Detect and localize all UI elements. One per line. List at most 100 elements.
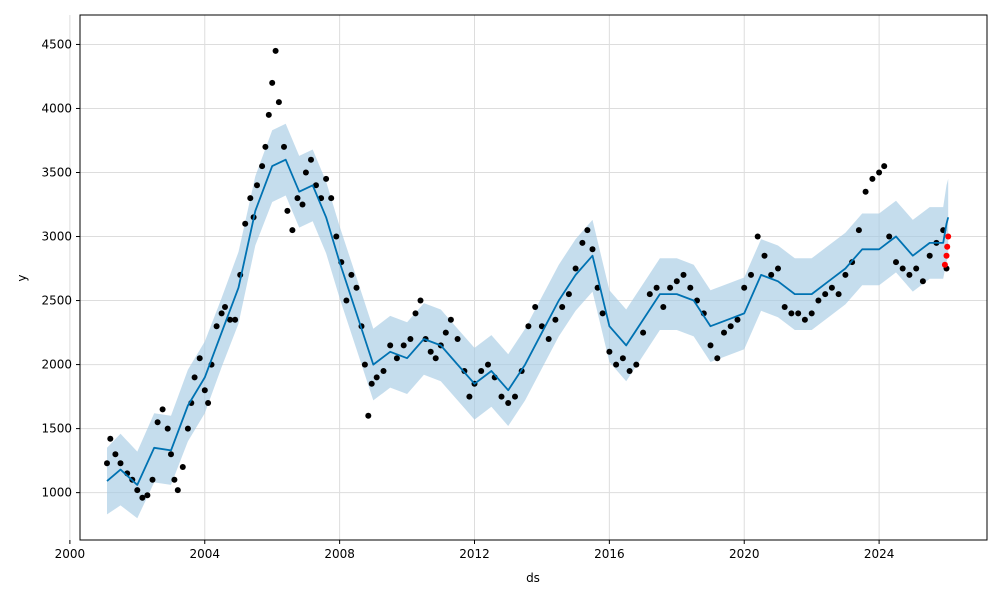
actual-point (154, 419, 161, 426)
actual-point (835, 291, 842, 298)
actual-point (721, 329, 727, 336)
actual-point (512, 393, 518, 400)
actual-point (164, 425, 171, 432)
actual-point (328, 195, 335, 202)
forecast-line (106, 158, 950, 486)
actual-point (242, 220, 249, 227)
actual-point (815, 297, 822, 304)
actual-point (348, 271, 355, 278)
actual-point (254, 182, 260, 189)
actual-point (412, 310, 419, 317)
actual-point (788, 310, 795, 317)
actual-point (272, 47, 279, 54)
y-tick-label: 4500 (41, 37, 72, 51)
actual-point (498, 393, 505, 400)
actual-point (373, 374, 380, 381)
actual-point (633, 361, 640, 368)
actual-point (660, 304, 667, 310)
actual-point (387, 342, 394, 349)
actual-point (869, 175, 876, 182)
actual-point (313, 182, 319, 189)
actual-point (808, 310, 815, 317)
actual-point (213, 323, 220, 330)
actual-point (447, 316, 454, 323)
actual-point (184, 425, 191, 432)
plot-frame (79, 14, 988, 541)
actual-point (139, 494, 146, 501)
actual-point (259, 163, 266, 170)
actual-point (552, 316, 559, 323)
actual-point (174, 487, 181, 494)
actual-point (333, 233, 340, 240)
actual-point (673, 278, 680, 285)
actual-point (294, 195, 301, 202)
y-tick-label: 3500 (41, 166, 72, 180)
actual-point (886, 233, 893, 240)
x-tick-label: 2020 (729, 547, 760, 561)
actual-point (584, 227, 591, 234)
actual-point (205, 400, 212, 406)
actual-point (117, 460, 124, 467)
actual-point (201, 387, 208, 394)
actual-point (606, 348, 613, 355)
actual-point (626, 368, 633, 374)
actual-points-layer (104, 47, 950, 501)
actual-point (262, 143, 269, 150)
actual-point (104, 460, 110, 467)
actual-point (579, 239, 586, 246)
actual-point (144, 492, 151, 499)
y-axis: 1000 1500 2000 2500 3000 3500 4000 4500 (41, 37, 80, 500)
actual-point (417, 297, 424, 304)
uncertainty-band (107, 123, 949, 519)
actual-point (159, 406, 166, 413)
actual-point (680, 271, 687, 278)
actual-point (149, 476, 156, 483)
actual-point (196, 355, 203, 362)
actual-point (842, 271, 849, 278)
actual-point (687, 284, 694, 291)
y-tick-label: 2500 (41, 294, 72, 308)
actual-point (134, 487, 141, 494)
actual-point (565, 291, 572, 298)
actual-point (442, 329, 449, 336)
y-tick-label: 1000 (41, 486, 72, 500)
actual-point (343, 297, 350, 304)
actual-point (393, 355, 400, 362)
actual-point (466, 393, 473, 400)
actual-point (400, 342, 407, 349)
actual-point (926, 252, 933, 259)
actual-point (653, 284, 660, 291)
actual-point (855, 227, 862, 234)
actual-point (525, 323, 532, 330)
actual-point (168, 451, 174, 458)
actual-point (427, 348, 434, 355)
actual-point (365, 412, 372, 419)
actual-point (646, 291, 653, 298)
y-tick-label: 3000 (41, 230, 72, 244)
x-tick-label: 2024 (864, 547, 895, 561)
actual-point (269, 79, 276, 86)
actual-point (619, 355, 626, 362)
actual-point (748, 271, 754, 278)
actual-point (380, 368, 387, 374)
actual-point (222, 304, 228, 310)
actual-point (485, 361, 491, 368)
actual-point (545, 336, 552, 342)
actual-point (862, 188, 869, 195)
actual-point (893, 259, 899, 266)
x-tick-label: 2000 (55, 547, 86, 561)
actual-point (640, 329, 647, 336)
actual-point (247, 195, 254, 202)
actual-point (572, 265, 579, 272)
actual-point (265, 111, 272, 118)
actual-point (876, 169, 883, 176)
actual-point (781, 304, 788, 310)
actual-point (919, 278, 926, 285)
holdout-point (943, 252, 950, 259)
actual-point (281, 143, 287, 150)
actual-point (761, 252, 768, 259)
actual-point (227, 316, 233, 323)
x-tick-label: 2012 (459, 547, 490, 561)
